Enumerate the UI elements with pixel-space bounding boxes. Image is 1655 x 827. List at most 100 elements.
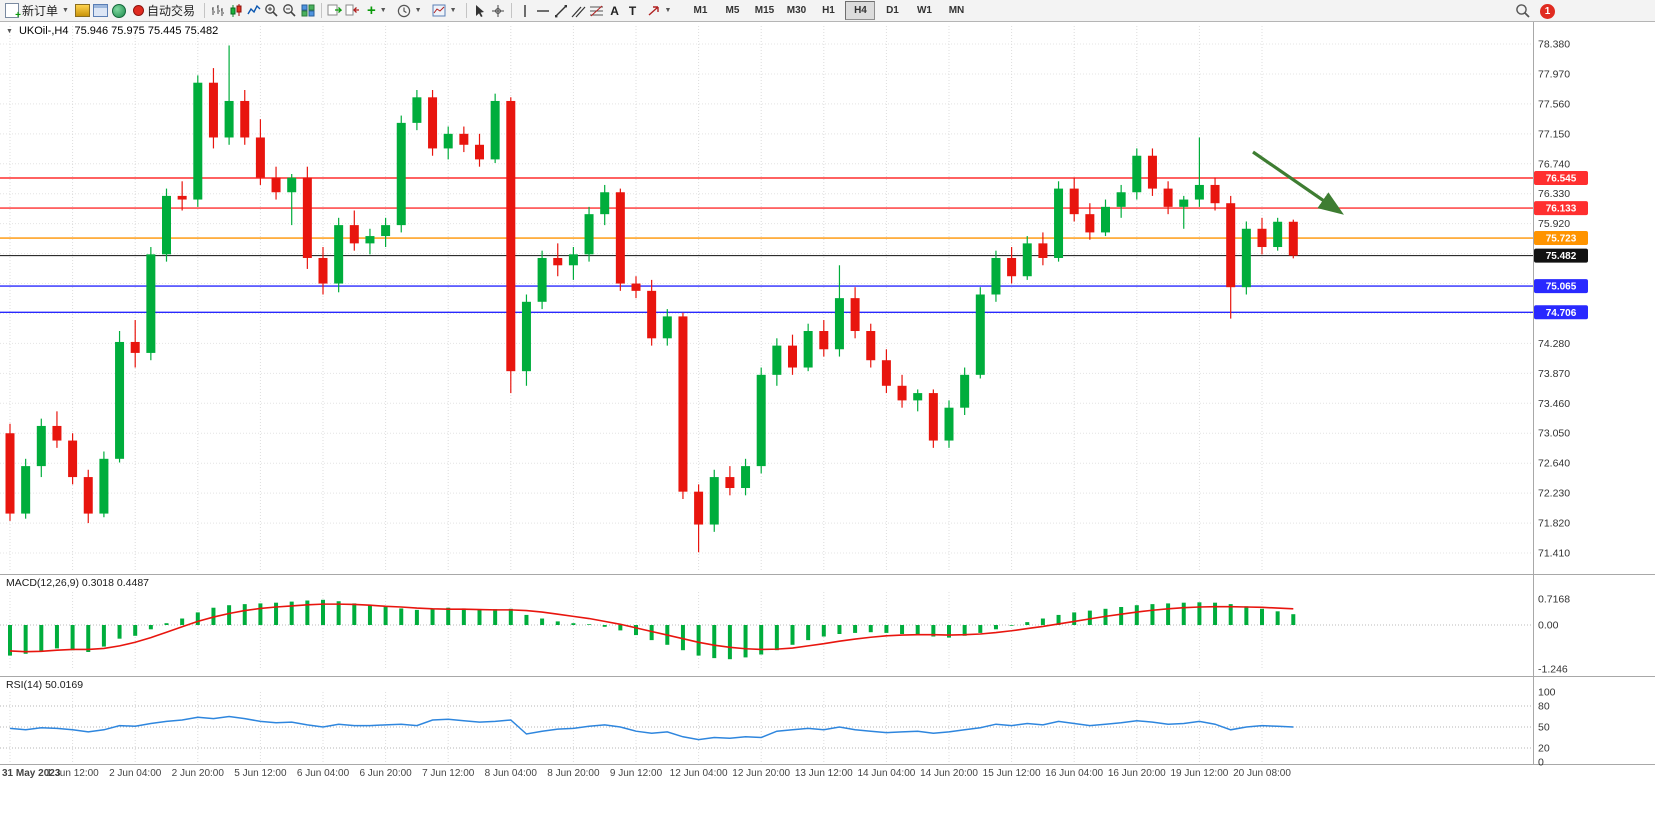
fibonacci-tool[interactable] — [588, 2, 606, 20]
timeframe-H1[interactable]: H1 — [822, 5, 835, 16]
shapes-button[interactable]: ▼ — [642, 1, 677, 20]
svg-text:2 Jun 20:00: 2 Jun 20:00 — [172, 768, 225, 779]
timeframe-W1[interactable]: W1 — [916, 5, 932, 16]
auto-trading-button[interactable]: 自动交易 — [128, 1, 200, 20]
navigator-icon[interactable] — [110, 2, 128, 20]
svg-text:72.640: 72.640 — [1538, 458, 1570, 470]
trendline-tool[interactable] — [552, 2, 570, 20]
svg-text:71.820: 71.820 — [1538, 518, 1570, 530]
zoom-out-icon[interactable] — [281, 2, 299, 20]
plus-icon: + — [366, 2, 376, 19]
svg-text:74.706: 74.706 — [1546, 308, 1577, 319]
svg-text:74.280: 74.280 — [1538, 338, 1570, 350]
trend-arrow-annotation[interactable] — [1252, 150, 1344, 215]
svg-text:16 Jun 20:00: 16 Jun 20:00 — [1108, 768, 1166, 779]
vertical-line-tool[interactable] — [516, 2, 534, 20]
chevron-down-icon: ▼ — [664, 7, 672, 14]
timeframe-D1[interactable]: D1 — [886, 5, 899, 16]
rsi-line — [9, 715, 1294, 741]
auto-scroll-icon[interactable] — [326, 2, 344, 20]
text-tool[interactable]: A — [610, 3, 619, 18]
chart-shift-icon[interactable] — [344, 2, 362, 20]
timeframe-H4[interactable]: H4 — [845, 1, 876, 20]
search-icon[interactable] — [1514, 2, 1532, 20]
candlestick-chart-icon[interactable] — [227, 2, 245, 20]
svg-text:0: 0 — [1538, 757, 1544, 769]
symbol-period-label: UKOil-,H4 — [18, 25, 69, 37]
svg-text:76.133: 76.133 — [1546, 204, 1577, 215]
svg-text:77.560: 77.560 — [1538, 98, 1570, 110]
horizontal-line-tool[interactable] — [534, 2, 552, 20]
add-indicator-button[interactable]: + ▼ — [362, 1, 392, 20]
svg-text:14 Jun 20:00: 14 Jun 20:00 — [920, 768, 978, 779]
data-window-icon[interactable] — [92, 2, 110, 20]
svg-text:20: 20 — [1538, 743, 1550, 755]
price-tag: 75.065 — [1534, 279, 1588, 294]
price-tag: 75.482 — [1534, 248, 1588, 263]
grid-layer — [0, 26, 1533, 762]
new-order-label: 新订单 — [22, 4, 59, 18]
channel-tool[interactable] — [570, 2, 588, 20]
timeframe-MN[interactable]: MN — [948, 5, 965, 16]
zoom-in-icon[interactable] — [263, 2, 281, 20]
level-lines-layer — [0, 177, 1533, 314]
svg-text:15 Jun 12:00: 15 Jun 12:00 — [983, 768, 1041, 779]
price-tag: 75.723 — [1534, 231, 1588, 246]
label-tool[interactable]: T — [628, 3, 637, 18]
toolbar-separator — [510, 3, 512, 18]
svg-text:80: 80 — [1538, 701, 1550, 713]
bar-chart-icon[interactable] — [209, 2, 227, 20]
svg-text:8 Jun 04:00: 8 Jun 04:00 — [485, 768, 538, 779]
chart-title: ▼ UKOil-,H4 75.946 75.975 75.445 75.482 — [6, 25, 218, 37]
svg-text:100: 100 — [1538, 687, 1556, 699]
annotation-layer[interactable] — [1252, 150, 1344, 215]
svg-text:8 Jun 20:00: 8 Jun 20:00 — [547, 768, 600, 779]
toolbar-separator — [465, 3, 467, 18]
timeframe-M30[interactable]: M30 — [786, 5, 807, 16]
notification-badge[interactable]: 1 — [1540, 3, 1555, 19]
new-order-icon — [5, 3, 21, 21]
periods-button[interactable]: ▼ — [392, 1, 427, 20]
tile-windows-icon[interactable] — [299, 2, 317, 20]
arrow-shape-icon — [648, 6, 659, 16]
svg-text:6 Jun 20:00: 6 Jun 20:00 — [359, 768, 412, 779]
templates-button[interactable]: ▼ — [427, 1, 462, 20]
svg-text:77.970: 77.970 — [1538, 68, 1570, 80]
new-order-button[interactable]: 新订单 ▼ — [0, 1, 74, 21]
svg-text:16 Jun 04:00: 16 Jun 04:00 — [1045, 768, 1103, 779]
price-tag: 76.545 — [1534, 171, 1588, 186]
svg-text:76.545: 76.545 — [1546, 174, 1577, 185]
timeframe-M1[interactable]: M1 — [693, 5, 708, 16]
market-watch-icon[interactable] — [74, 2, 92, 20]
svg-text:14 Jun 04:00: 14 Jun 04:00 — [857, 768, 915, 779]
collapse-panel-icon[interactable]: ▼ — [6, 27, 13, 35]
chevron-down-icon: ▼ — [62, 7, 69, 14]
svg-text:77.150: 77.150 — [1538, 128, 1570, 140]
rsi-indicator-label: RSI(14) 50.0169 — [6, 679, 84, 691]
svg-text:-1.246: -1.246 — [1538, 664, 1568, 676]
chevron-down-icon: ▼ — [379, 7, 387, 14]
svg-text:13 Jun 12:00: 13 Jun 12:00 — [795, 768, 853, 779]
timeframe-M5[interactable]: M5 — [725, 5, 740, 16]
svg-text:75.482: 75.482 — [1546, 251, 1577, 262]
timeframe-M15[interactable]: M15 — [754, 5, 775, 16]
crosshair-icon[interactable] — [489, 2, 507, 20]
macd-indicator-label: MACD(12,26,9) 0.3018 0.4487 — [6, 577, 150, 589]
auto-trading-label: 自动交易 — [146, 4, 195, 18]
svg-text:78.380: 78.380 — [1538, 39, 1570, 51]
svg-text:31 May 2023: 31 May 2023 — [2, 768, 61, 779]
svg-text:19 Jun 12:00: 19 Jun 12:00 — [1170, 768, 1228, 779]
svg-text:0.00: 0.00 — [1538, 620, 1559, 632]
cursor-icon[interactable] — [471, 2, 489, 20]
svg-text:6 Jun 04:00: 6 Jun 04:00 — [297, 768, 350, 779]
svg-text:76.330: 76.330 — [1538, 188, 1570, 200]
svg-text:0.7168: 0.7168 — [1538, 594, 1570, 606]
chevron-down-icon: ▼ — [414, 7, 422, 14]
line-chart-icon[interactable] — [245, 2, 263, 20]
svg-text:73.050: 73.050 — [1538, 428, 1570, 440]
svg-text:72.230: 72.230 — [1538, 488, 1570, 500]
svg-text:75.065: 75.065 — [1546, 282, 1577, 293]
svg-text:12 Jun 04:00: 12 Jun 04:00 — [670, 768, 728, 779]
